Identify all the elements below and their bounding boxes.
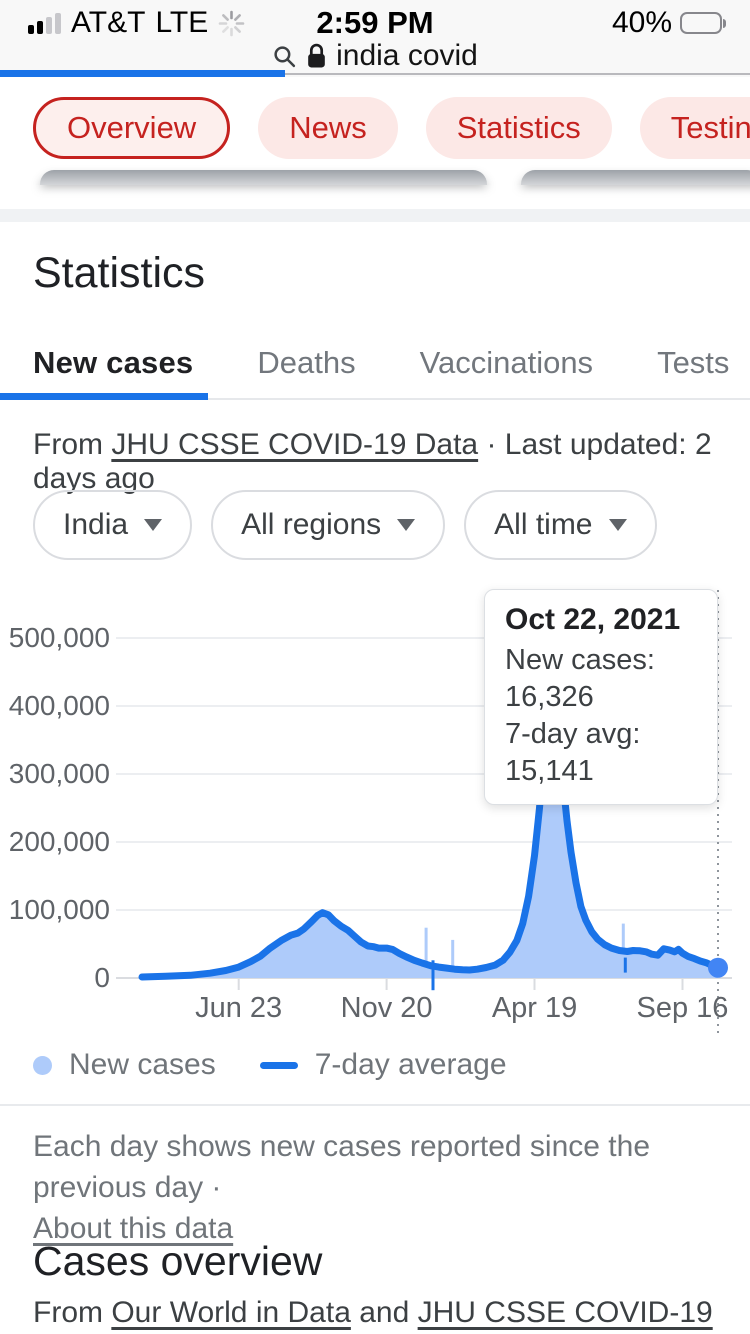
cases-overview-title: Cases overview bbox=[33, 1238, 323, 1284]
status-right: 40% bbox=[612, 6, 726, 40]
about-this-data-link[interactable]: About this data bbox=[33, 1212, 234, 1245]
chevron-down-icon bbox=[144, 519, 163, 531]
browser-header: AT&T LTE 2:59 PM 40% bbox=[0, 0, 750, 77]
y-axis-label: 300,000 bbox=[8, 758, 110, 789]
search-filter-chips: Overview News Statistics Testing bbox=[33, 97, 750, 159]
chart-tooltip: Oct 22, 2021 New cases: 16,326 7-day avg… bbox=[484, 589, 718, 805]
tab-vaccinations[interactable]: Vaccinations bbox=[419, 345, 594, 380]
page-title: Statistics bbox=[33, 249, 206, 297]
scrolled-card-top bbox=[40, 170, 487, 185]
status-bar: AT&T LTE 2:59 PM 40% bbox=[0, 5, 750, 40]
tab-tests[interactable]: Tests bbox=[657, 345, 730, 380]
battery-percent-label: 40% bbox=[611, 6, 672, 39]
tooltip-date: Oct 22, 2021 bbox=[505, 603, 681, 636]
highlight-dot bbox=[708, 957, 728, 978]
region-dropdown-value: All regions bbox=[241, 508, 382, 541]
x-axis-label: Apr 19 bbox=[491, 992, 578, 1024]
average-line bbox=[138, 708, 722, 981]
y-axis-label: 200,000 bbox=[8, 826, 110, 857]
x-axis-label: Jun 23 bbox=[195, 992, 283, 1024]
x-axis-label: Nov 20 bbox=[340, 992, 433, 1024]
section-divider bbox=[0, 1104, 750, 1106]
progress-track bbox=[285, 73, 750, 75]
x-axis-label: Sep 16 bbox=[636, 992, 729, 1024]
legend-label: New cases bbox=[69, 1048, 216, 1081]
jhu-link[interactable]: JHU CSSE COVID-19 Data bbox=[417, 1296, 713, 1329]
url-query-text: india covid bbox=[336, 39, 478, 72]
legend-label: 7-day average bbox=[314, 1048, 507, 1081]
address-bar[interactable]: india covid bbox=[0, 39, 750, 72]
chevron-down-icon bbox=[608, 519, 627, 531]
source-mid: and bbox=[359, 1296, 410, 1329]
chart-footnote: Each day shows new cases reported since … bbox=[33, 1126, 723, 1249]
lock-icon bbox=[308, 43, 325, 68]
stats-tabs: New cases Deaths Vaccinations Tests bbox=[0, 328, 750, 400]
cell-signal-icon bbox=[28, 12, 61, 34]
tab-deaths[interactable]: Deaths bbox=[257, 345, 356, 380]
carrier-label: AT&T bbox=[71, 6, 146, 39]
progress-fill bbox=[0, 70, 285, 77]
search-icon bbox=[274, 45, 296, 67]
time-range-dropdown-value: All time bbox=[494, 508, 593, 541]
battery-icon bbox=[680, 12, 726, 34]
chevron-down-icon bbox=[397, 519, 416, 531]
network-type-label: LTE bbox=[155, 6, 209, 39]
cases-overview-source: From Our World in Data and JHU CSSE COVI… bbox=[33, 1292, 733, 1334]
y-axis-label: 0 bbox=[94, 962, 110, 993]
chart-legend: New cases 7-day average bbox=[33, 1048, 507, 1082]
card-shadow bbox=[0, 185, 750, 209]
tooltip-new-cases: New cases: 16,326 bbox=[505, 644, 655, 713]
section-separator bbox=[0, 209, 750, 222]
y-axis-label: 100,000 bbox=[8, 894, 110, 925]
footnote-text: Each day shows new cases reported since … bbox=[33, 1130, 651, 1204]
tab-new-cases[interactable]: New cases bbox=[33, 345, 194, 380]
legend-new-cases: New cases bbox=[33, 1048, 216, 1082]
clock: 2:59 PM bbox=[316, 5, 434, 40]
average-line-swatch-icon bbox=[259, 1061, 298, 1069]
source-prefix: From bbox=[33, 428, 103, 461]
country-dropdown-value: India bbox=[63, 508, 129, 541]
loading-spinner-icon bbox=[218, 10, 245, 36]
tooltip-7day-avg: 7-day avg: 15,141 bbox=[505, 718, 641, 787]
source-suffix: · Last updated: 2 days ago bbox=[33, 428, 712, 495]
chip-news[interactable]: News bbox=[258, 97, 398, 159]
chart-filters: India All regions All time bbox=[33, 490, 657, 560]
chip-testing[interactable]: Testing bbox=[639, 97, 750, 159]
scrolled-card-top bbox=[521, 170, 750, 185]
source-link[interactable]: JHU CSSE COVID-19 Data bbox=[111, 428, 479, 461]
chip-overview[interactable]: Overview bbox=[33, 97, 231, 159]
new-cases-swatch-icon bbox=[33, 1055, 52, 1075]
owid-link[interactable]: Our World in Data bbox=[111, 1296, 351, 1329]
time-range-dropdown[interactable]: All time bbox=[464, 490, 657, 560]
active-tab-underline bbox=[0, 393, 208, 400]
chip-statistics[interactable]: Statistics bbox=[425, 97, 612, 159]
y-axis-label: 500,000 bbox=[8, 622, 110, 653]
region-dropdown[interactable]: All regions bbox=[211, 490, 446, 560]
legend-7day-average: 7-day average bbox=[259, 1048, 507, 1082]
data-source-line: From JHU CSSE COVID-19 Data · Last updat… bbox=[33, 428, 750, 496]
status-left: AT&T LTE bbox=[28, 6, 245, 40]
page-load-progress bbox=[0, 70, 750, 77]
country-dropdown[interactable]: India bbox=[33, 490, 193, 560]
new-cases-area bbox=[142, 712, 718, 978]
source-prefix: From bbox=[33, 1296, 103, 1329]
y-axis-label: 400,000 bbox=[8, 690, 110, 721]
